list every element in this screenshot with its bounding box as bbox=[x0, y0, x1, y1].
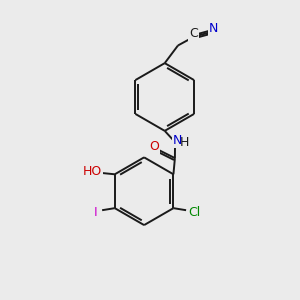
Text: O: O bbox=[149, 140, 159, 153]
Text: N: N bbox=[209, 22, 219, 35]
Text: Cl: Cl bbox=[188, 206, 200, 219]
Text: I: I bbox=[94, 206, 98, 219]
Text: HO: HO bbox=[83, 165, 102, 178]
Text: N: N bbox=[173, 134, 182, 147]
Text: C: C bbox=[189, 27, 198, 40]
Text: H: H bbox=[180, 136, 189, 148]
